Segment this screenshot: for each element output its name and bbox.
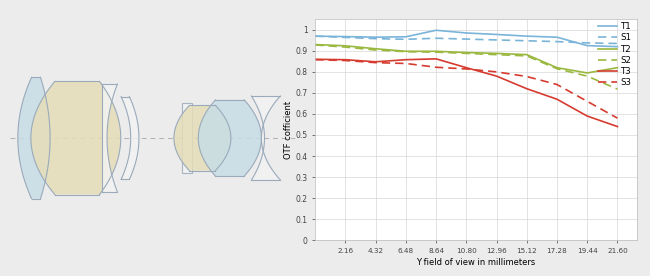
S2 — [462, 52, 470, 55]
S3 — [614, 116, 621, 120]
S1 — [402, 38, 410, 41]
T1 — [432, 29, 440, 32]
T1 — [553, 36, 561, 39]
T2 — [493, 52, 500, 55]
S1 — [372, 37, 380, 40]
T1 — [462, 31, 470, 35]
S1 — [583, 41, 591, 44]
S2 — [493, 53, 500, 56]
T3 — [311, 58, 319, 61]
T2 — [553, 66, 561, 69]
S2 — [523, 54, 530, 58]
T2 — [372, 47, 380, 51]
Line: S3: S3 — [315, 60, 618, 118]
T1 — [402, 35, 410, 38]
T1 — [493, 33, 500, 36]
Line: S2: S2 — [315, 45, 618, 89]
T3 — [341, 58, 349, 61]
T3 — [402, 58, 410, 61]
T2 — [402, 50, 410, 53]
Legend: T1, S1, T2, S2, T3, S3: T1, S1, T2, S2, T3, S3 — [594, 19, 635, 91]
S3 — [523, 75, 530, 78]
T2 — [583, 71, 591, 75]
Polygon shape — [121, 97, 139, 179]
Polygon shape — [182, 103, 192, 173]
T3 — [493, 75, 500, 78]
Line: S1: S1 — [315, 36, 618, 44]
Line: T3: T3 — [315, 59, 618, 127]
T3 — [583, 114, 591, 118]
Y-axis label: OTF cofficient: OTF cofficient — [283, 101, 292, 159]
S2 — [372, 48, 380, 52]
T1 — [583, 44, 591, 47]
S3 — [341, 59, 349, 62]
T3 — [553, 98, 561, 101]
Polygon shape — [198, 100, 261, 176]
T2 — [432, 50, 440, 53]
Polygon shape — [102, 84, 118, 192]
T1 — [372, 36, 380, 39]
S2 — [341, 46, 349, 49]
T2 — [462, 51, 470, 54]
S3 — [311, 58, 319, 61]
S1 — [432, 37, 440, 40]
T3 — [432, 57, 440, 60]
S3 — [402, 62, 410, 65]
X-axis label: Y field of view in millimeters: Y field of view in millimeters — [417, 258, 536, 267]
Polygon shape — [18, 77, 50, 199]
S1 — [462, 38, 470, 41]
T3 — [462, 66, 470, 69]
S2 — [432, 51, 440, 54]
Polygon shape — [31, 81, 121, 195]
T1 — [311, 34, 319, 38]
T1 — [614, 45, 621, 48]
T2 — [523, 53, 530, 56]
S1 — [523, 39, 530, 43]
Polygon shape — [252, 96, 280, 180]
S2 — [553, 67, 561, 70]
T3 — [614, 125, 621, 128]
T3 — [523, 87, 530, 90]
S2 — [311, 43, 319, 47]
S2 — [402, 50, 410, 53]
T2 — [341, 44, 349, 47]
S3 — [372, 61, 380, 64]
S2 — [583, 75, 591, 78]
T2 — [614, 66, 621, 69]
S1 — [311, 34, 319, 38]
Polygon shape — [174, 105, 231, 171]
S2 — [614, 87, 621, 91]
S3 — [493, 70, 500, 73]
S3 — [462, 67, 470, 71]
T1 — [523, 34, 530, 38]
S1 — [614, 42, 621, 45]
T3 — [372, 60, 380, 63]
S3 — [432, 66, 440, 69]
S3 — [553, 83, 561, 86]
S1 — [493, 38, 500, 42]
T2 — [311, 43, 319, 46]
S3 — [583, 100, 591, 103]
S1 — [341, 36, 349, 39]
S1 — [553, 40, 561, 43]
Line: T2: T2 — [315, 44, 618, 73]
T1 — [341, 35, 349, 38]
Line: T1: T1 — [315, 30, 618, 47]
